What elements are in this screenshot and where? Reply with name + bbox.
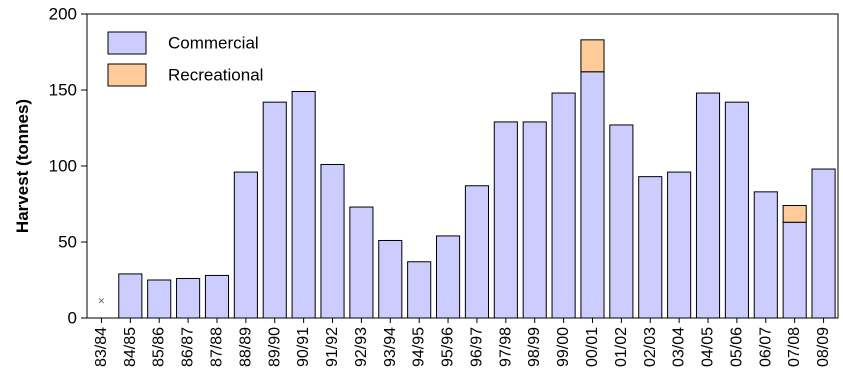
bar-commercial-15: [522, 121, 547, 319]
bar-commercial-7: [291, 91, 316, 319]
bar-commercial-3: [176, 277, 201, 319]
x-tick-label-2: 85/86: [151, 327, 168, 367]
bar-commercial-20: [667, 171, 692, 319]
x-tick-label-8: 91/92: [324, 327, 341, 367]
annotation-marker-0: ×: [98, 296, 106, 306]
x-tick-label-22: 05/06: [728, 327, 745, 367]
bar-commercial-13: [464, 185, 489, 319]
y-axis-label: Harvest (tonnes): [13, 99, 32, 233]
x-tick-label-25: 08/09: [815, 327, 832, 367]
x-tick-label-5: 88/89: [237, 327, 254, 367]
annotations: ×: [98, 296, 106, 306]
x-tick-label-24: 07/08: [786, 327, 803, 367]
x-tick-label-21: 04/05: [700, 327, 717, 367]
legend: Commercial Recreational: [107, 31, 263, 87]
x-tick-label-17: 00/01: [584, 327, 601, 367]
bar-commercial-1: [118, 273, 143, 319]
bar-commercial-22: [724, 101, 749, 319]
y-tick-label-0: 0: [68, 309, 77, 328]
x-tick-label-1: 84/85: [122, 327, 139, 367]
legend-label-recreational: Recreational: [168, 66, 263, 85]
x-tick-label-15: 98/99: [526, 327, 543, 367]
x-tick-label-18: 01/02: [613, 327, 630, 367]
bar-commercial-19: [638, 176, 663, 319]
bar-commercial-16: [551, 92, 576, 319]
x-tick-label-11: 94/95: [411, 327, 428, 367]
y-tick-label-3: 150: [49, 81, 77, 100]
x-tick-label-3: 86/87: [180, 327, 197, 367]
plot-frame: [86, 13, 839, 319]
bar-commercial-9: [349, 206, 374, 319]
x-tick-label-10: 93/94: [382, 327, 399, 367]
y-axis-label-group: Harvest (tonnes): [13, 99, 32, 233]
bar-commercial-10: [378, 239, 403, 319]
bar-commercial-23: [753, 191, 778, 319]
x-tick-label-0: 83/84: [93, 327, 110, 367]
legend-swatch-commercial: [107, 31, 147, 55]
bar-commercial-17: [580, 71, 605, 319]
bar-commercial-5: [233, 171, 258, 319]
bar-commercial-24: [782, 221, 807, 319]
bar-commercial-18: [609, 124, 634, 319]
bar-commercial-21: [695, 92, 721, 319]
x-tick-label-12: 95/96: [440, 327, 457, 367]
bar-commercial-6: [262, 101, 287, 319]
legend-label-commercial: Commercial: [168, 34, 259, 53]
x-tick-label-19: 02/03: [642, 327, 659, 367]
bar-commercial-11: [407, 261, 432, 319]
x-tick-label-13: 96/97: [468, 327, 485, 367]
y-axis-ticks: 0 50 100 150 200: [49, 5, 87, 328]
x-tick-label-4: 87/88: [208, 327, 225, 367]
x-tick-label-23: 06/07: [757, 327, 774, 367]
bar-commercial-2: [147, 279, 172, 319]
bar-commercial-12: [436, 235, 461, 319]
y-tick-label-1: 50: [58, 233, 77, 252]
x-tick-label-9: 92/93: [353, 327, 370, 367]
x-tick-label-6: 89/90: [266, 327, 283, 367]
bar-commercial-4: [204, 274, 230, 319]
x-tick-label-14: 97/98: [497, 327, 514, 367]
x-axis-ticks: 83/84 84/85 85/86 86/87 87/88 88/89 89/90 90/91…: [93, 318, 832, 367]
bar-commercial-25: [811, 168, 836, 319]
bar-recreational-17: [580, 39, 605, 73]
y-tick-label-4: 200: [49, 5, 77, 24]
y-tick-label-2: 100: [49, 157, 77, 176]
bar-commercial-14: [493, 121, 518, 319]
x-tick-label-7: 90/91: [295, 327, 312, 367]
x-tick-label-16: 99/00: [555, 327, 572, 367]
x-tick-label-20: 03/04: [671, 327, 688, 367]
legend-swatch-recreational: [107, 63, 147, 87]
bar-recreational-24: [782, 205, 807, 223]
bar-commercial-8: [320, 163, 345, 319]
